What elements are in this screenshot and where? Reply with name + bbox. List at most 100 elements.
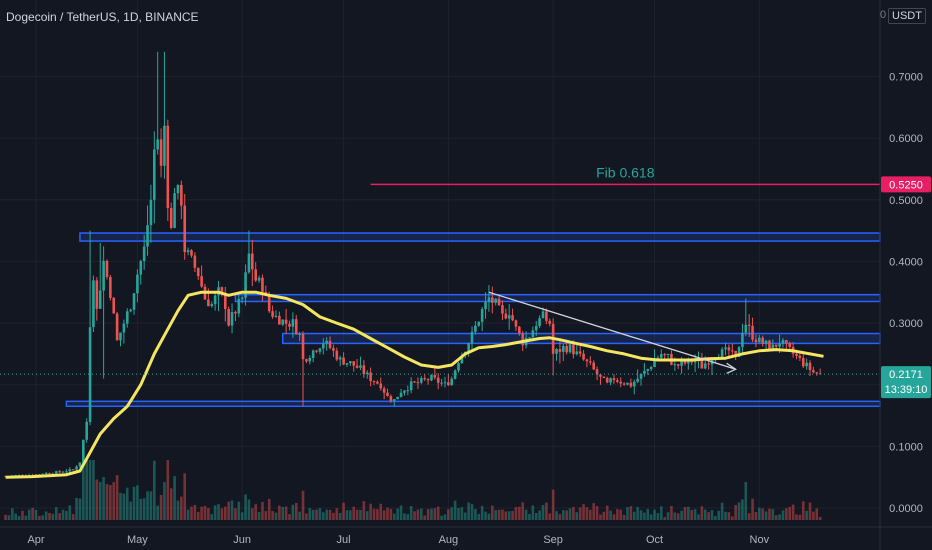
fib-price-tag-value: 0.5250 xyxy=(889,179,923,191)
volume-bar xyxy=(690,509,694,520)
candle-body xyxy=(534,326,538,331)
candle-body xyxy=(518,326,521,334)
symbol-title[interactable]: Dogecoin / TetherUS, 1D, BINANCE xyxy=(6,10,199,24)
volume-bar xyxy=(758,507,761,520)
currency-label[interactable]: USDT xyxy=(888,8,926,24)
trend-line[interactable] xyxy=(488,291,736,370)
volume-bar xyxy=(176,500,180,520)
volume-bar xyxy=(747,513,751,520)
volume-bar xyxy=(653,509,656,520)
volume-bar xyxy=(467,502,470,520)
candle-body xyxy=(619,381,623,384)
candle-body xyxy=(278,315,281,325)
volume-bar xyxy=(129,501,132,520)
price-axis-label: 0.5000 xyxy=(889,195,923,207)
volume-bar xyxy=(511,510,514,520)
volume-bar xyxy=(724,511,727,520)
candle-body xyxy=(115,313,119,341)
candle-body xyxy=(815,372,819,374)
candle-body xyxy=(541,311,545,319)
candle-body xyxy=(315,350,318,352)
time-axis-label: Jul xyxy=(337,534,351,546)
volume-bar xyxy=(818,516,822,520)
volume-bar xyxy=(240,512,244,520)
candle-body xyxy=(781,340,785,344)
candle-body xyxy=(169,208,173,228)
candle-body xyxy=(75,466,78,470)
volume-bar xyxy=(75,497,78,520)
volume-bar xyxy=(284,506,288,520)
candle-body xyxy=(349,361,352,363)
candle-body xyxy=(764,340,768,344)
volume-bar xyxy=(153,460,156,520)
volume-bar xyxy=(565,510,568,520)
candle-body xyxy=(54,471,58,474)
volume-bar xyxy=(173,476,176,520)
volume-bar xyxy=(474,509,477,520)
volume-bar xyxy=(599,514,602,520)
candle-body xyxy=(497,298,501,306)
volume-bar xyxy=(545,502,548,520)
candle-body xyxy=(362,365,366,374)
candle-body xyxy=(322,343,325,349)
volume-bar xyxy=(737,502,741,520)
time-axis-label: Jun xyxy=(233,534,251,546)
candle-body xyxy=(666,353,670,355)
candle-body xyxy=(649,367,653,370)
volume-bar xyxy=(484,511,487,520)
volume-bar xyxy=(217,504,220,520)
volume-bar xyxy=(463,512,467,520)
candle-body xyxy=(653,359,656,368)
volume-bar xyxy=(271,511,274,520)
price-axis-label: 0.0000 xyxy=(889,503,923,515)
candle-body xyxy=(751,325,754,340)
volume-bar xyxy=(639,510,643,520)
volume-bar xyxy=(31,507,34,520)
volume-bar xyxy=(146,491,149,520)
volume-bar xyxy=(315,509,318,520)
volume-bar xyxy=(65,510,68,520)
current-price-tag-box xyxy=(881,366,931,399)
candle-body xyxy=(386,392,389,397)
volume-bar xyxy=(798,514,802,520)
volume-bar xyxy=(102,477,105,520)
candle-body xyxy=(109,276,112,298)
price-axis-label: 0.4000 xyxy=(889,256,923,268)
candle-body xyxy=(592,362,595,370)
volume-bar xyxy=(399,505,403,520)
candle-body xyxy=(301,334,305,360)
volume-bar xyxy=(193,504,197,520)
volume-bar xyxy=(548,513,552,520)
candle-body xyxy=(622,383,626,385)
volume-bar xyxy=(771,509,775,520)
time-axis[interactable]: Apr May Jun Jul Aug Sep Oct Nov xyxy=(0,526,932,546)
candle-body xyxy=(507,315,511,319)
volume-bar xyxy=(54,507,58,520)
candle-body xyxy=(646,369,650,371)
volume-bar xyxy=(281,507,285,520)
support-resistance-zones[interactable] xyxy=(65,232,881,408)
candle-body xyxy=(585,359,589,362)
volume-bar xyxy=(203,505,207,520)
volume-bar xyxy=(109,484,112,520)
volume-bar xyxy=(636,506,639,520)
candle-body xyxy=(700,360,704,369)
volume-bar xyxy=(352,506,356,520)
volume-bar xyxy=(325,509,328,520)
candle-body xyxy=(325,340,328,344)
volume-bar xyxy=(291,504,295,520)
volume-bar xyxy=(693,509,697,520)
volume-bar xyxy=(487,513,491,520)
candle-body xyxy=(223,294,227,310)
volume-bar xyxy=(142,498,146,520)
candle-body xyxy=(673,364,677,366)
price-axis[interactable]: 0.00000.10000.20000.30000.40000.50000.60… xyxy=(879,0,923,550)
volume-bar xyxy=(136,485,139,520)
candle-body xyxy=(311,350,315,358)
volume-bar xyxy=(51,513,55,520)
candle-body xyxy=(480,309,484,322)
volume-bar xyxy=(58,513,61,520)
volume-bar xyxy=(14,513,18,520)
